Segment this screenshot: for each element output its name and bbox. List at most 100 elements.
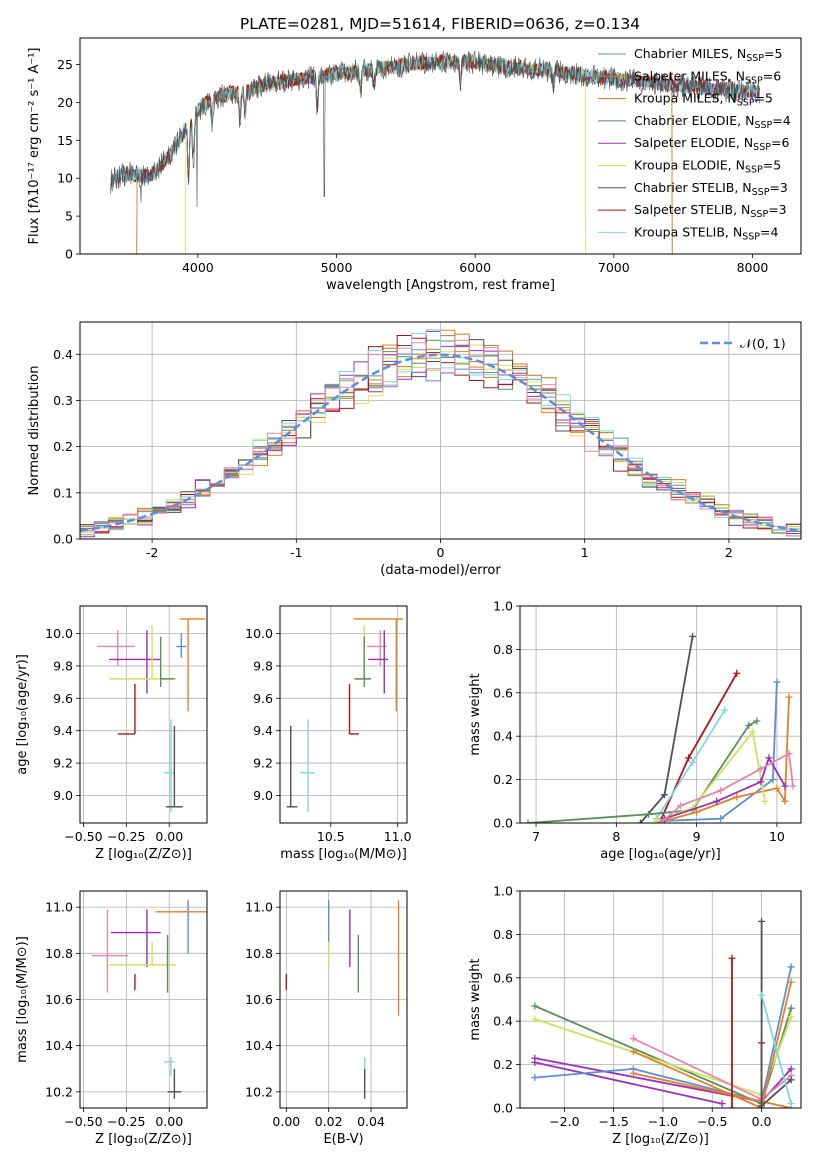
legend-label: Chabrier ELODIE, N [634, 113, 754, 128]
errorbar-point [179, 618, 206, 712]
x-tick-label: −1.5 [598, 1114, 628, 1129]
legend-subscript: SSP [750, 209, 768, 220]
y-tick-label: 10.0 [45, 626, 73, 641]
x-tick-label: 7000 [598, 260, 630, 275]
x-tick-label: −0.50 [64, 829, 102, 844]
y-axis-label: Normed distribution [27, 366, 42, 496]
x-tick-label: −0.25 [107, 829, 145, 844]
x-tick-label: 8000 [737, 260, 769, 275]
series-marker [718, 1100, 726, 1108]
spectrum-panel: 4000 5000 6000 7000 8000 0 5 10 15 20 25 wavelength… [27, 37, 802, 293]
plot-area [110, 50, 760, 254]
x-tick-label: -2 [146, 545, 158, 560]
x-tick-label: 10.5 [317, 829, 345, 844]
legend-count: =5 [755, 91, 773, 106]
y-tick-label: 11.0 [245, 900, 273, 915]
x-axis-label: Z [log₁₀(Z/Z⊙)] [612, 1132, 709, 1147]
x-tick-label: 9 [693, 829, 701, 844]
series-marker [757, 778, 765, 786]
errorbar-point [92, 909, 129, 993]
plot-area [286, 618, 403, 812]
series-marker [745, 721, 753, 729]
series-marker [652, 817, 660, 823]
y-tick-label: 25 [57, 57, 73, 72]
series-marker [661, 791, 669, 799]
legend-entry: 𝒩(0, 1) [740, 336, 786, 351]
series-marker [787, 1004, 795, 1012]
legend-subscript: SSP [753, 142, 771, 153]
plot-area [524, 632, 797, 823]
series-marker [717, 786, 725, 794]
x-tick-label: 0.0 [752, 1114, 772, 1129]
series-marker [531, 1002, 539, 1010]
x-tick-label: 0 [437, 545, 445, 560]
legend-count: =6 [771, 135, 789, 150]
y-tick-label: 10.4 [45, 1038, 73, 1053]
legend-subscript: SSP [742, 231, 760, 242]
y-tick-label: 20 [57, 95, 73, 110]
y-tick-label: 9.6 [53, 691, 73, 706]
errorbar-point [368, 630, 389, 694]
x-axis-label: mass [log₁₀(M/M⊙)] [280, 847, 407, 862]
legend-label: Kroupa ELODIE, N [634, 158, 745, 173]
spectrum-line-chabrier-stelib [110, 50, 760, 208]
axes-frame [519, 890, 802, 1109]
series-marker [728, 954, 736, 962]
x-tick-label: 6000 [459, 260, 491, 275]
legend-entry: Salpeter MILES, NSSP=6 [634, 68, 781, 86]
legend-count: =5 [763, 158, 781, 173]
x-tick-label: -1 [290, 545, 302, 560]
y-tick-label: 10.2 [45, 1084, 73, 1099]
y-tick-label: 9.0 [53, 788, 73, 803]
errorbar-point [109, 941, 177, 966]
series-marker [781, 797, 789, 805]
x-tick-label: 0.00 [155, 1114, 183, 1129]
legend-entry: Kroupa ELODIE, NSSP=5 [634, 158, 781, 176]
normal-curve [80, 353, 801, 533]
x-tick-label: 7 [532, 829, 540, 844]
legend-subscript: SSP [745, 165, 763, 176]
series-marker [689, 632, 697, 640]
y-tick-label: 10.0 [245, 626, 273, 641]
series-marker [758, 991, 766, 999]
x-tick-label: 0.00 [272, 1114, 300, 1129]
y-tick-label: 9.2 [253, 756, 273, 771]
legend-entry: Kroupa STELIB, NSSP=4 [634, 224, 778, 242]
y-tick-label: 1.0 [493, 599, 513, 614]
x-tick-label: 2 [725, 545, 733, 560]
y-tick-label: 9.0 [253, 788, 273, 803]
errorbar-point [164, 719, 175, 812]
series-marker [733, 669, 741, 677]
y-tick-label: 0.6 [493, 685, 513, 700]
legend-subscript: SSP [752, 187, 770, 198]
legend-label: Salpeter MILES, N [634, 68, 745, 83]
x-tick-label: −2.0 [549, 1114, 579, 1129]
errorbar-point [159, 636, 175, 687]
x-axis-label: age [log₁₀(age/yr)] [600, 847, 721, 862]
axes-frame [519, 605, 802, 824]
legend-subscript: SSP [754, 120, 772, 131]
series-marker [758, 917, 766, 925]
mass-weight-series [652, 728, 769, 823]
y-tick-label: 0.2 [53, 439, 73, 454]
y-tick-label: 0.0 [493, 1101, 513, 1116]
series-marker [757, 765, 765, 773]
legend-entry: Kroupa MILES, NSSP=5 [634, 91, 773, 109]
legend-count: =4 [760, 224, 778, 239]
errorbar-point [354, 636, 371, 687]
y-tick-label: 0.2 [493, 772, 513, 787]
x-axis-label: (data-model)/error [380, 563, 501, 578]
y-tick-label: 0.0 [53, 532, 73, 547]
x-tick-label: 11.0 [384, 829, 412, 844]
mass-weight-vs-age-panel: 7 8 9 10 0.0 0.2 0.4 0.6 0.8 1.0 age [log₁₀(age/yr… [468, 599, 802, 862]
series-marker [785, 750, 793, 758]
series-marker [717, 815, 725, 823]
series-marker [531, 1058, 539, 1066]
series-marker [781, 782, 789, 790]
histogram-pink [80, 339, 801, 537]
mass-weight-series [728, 954, 736, 1108]
y-tick-label: 9.6 [253, 691, 273, 706]
axes-frame [79, 605, 208, 824]
series-marker [733, 793, 741, 801]
